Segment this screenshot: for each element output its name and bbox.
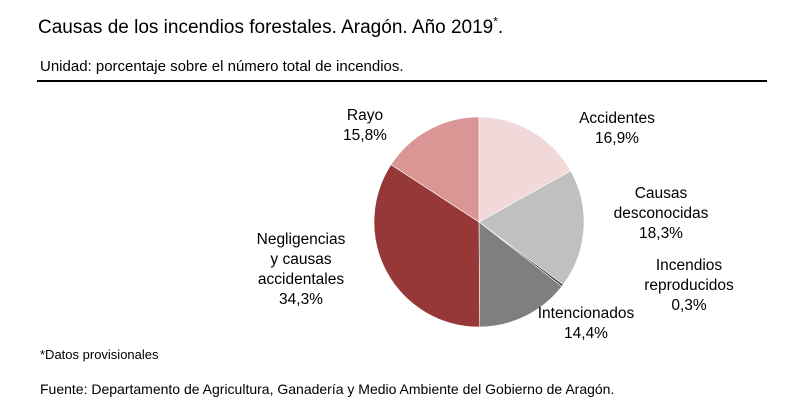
slice-value-label: 34,3% [279,291,323,308]
pie-slice [390,116,480,223]
slice-value-label: 18,3% [639,225,683,242]
slice-label: Causas [635,185,688,202]
source-note: Fuente: Departamento de Agricultura, Gan… [40,381,615,397]
header-rule [37,80,767,82]
slice-label: reproducidos [644,277,734,294]
slice-label: Accidentes [579,110,655,127]
slice-value-label: 16,9% [595,130,639,147]
slice-label: desconocidas [614,205,709,222]
slice-label: Negligencias [257,231,346,248]
slice-label: y causas [270,251,331,268]
chart-subtitle: Unidad: porcentaje sobre el número total… [40,58,404,75]
title-footnote-mark: * [493,14,498,29]
pie-slice [478,170,585,286]
slice-value-label: 0,3% [671,297,707,314]
slice-label: Rayo [347,107,383,124]
pie-slice [478,221,563,328]
slice-label: Intencionados [538,305,635,322]
slice-label: accidentales [258,271,344,288]
slice-label: Incendios [656,257,723,274]
footnote: *Datos provisionales [40,347,159,362]
chart-title: Causas de los incendios forestales. Arag… [38,14,504,38]
pie-slice [478,116,572,223]
chart-title-text: Causas de los incendios forestales. Arag… [38,17,494,38]
slice-value-label: 14,4% [564,325,608,342]
slice-value-label: 15,8% [343,127,387,144]
